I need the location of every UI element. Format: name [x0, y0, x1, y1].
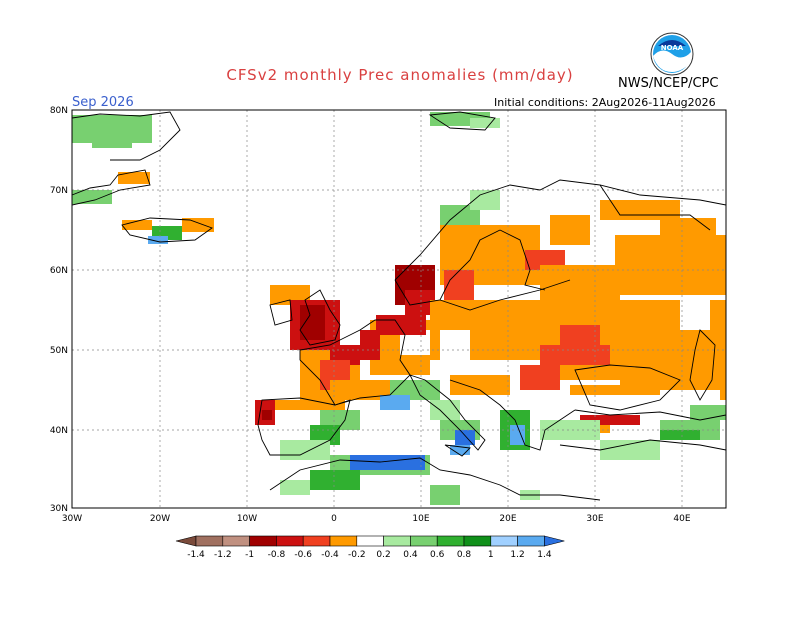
colorbar-label: -1.4	[187, 550, 205, 560]
colorbar-label: 1	[488, 550, 494, 560]
colorbar-swatch	[329, 535, 358, 547]
lon-label-30e: 30E	[586, 514, 603, 524]
colorbar-label: 0.8	[457, 550, 472, 560]
colorbar-swatch	[436, 535, 465, 547]
svg-text:NOAA: NOAA	[661, 44, 684, 52]
coastlines	[71, 111, 727, 501]
noaa-logo-icon: NOAA	[650, 32, 694, 76]
colorbar-swatch	[410, 535, 438, 547]
map-title: CFSv2 monthly Prec anomalies (mm/day)	[226, 66, 574, 84]
colorbar-label: 1.4	[537, 550, 552, 560]
colorbar-arrow-right	[544, 535, 565, 547]
lon-label-20w: 20W	[150, 514, 170, 524]
lat-label-70n: 70N	[50, 186, 68, 196]
colorbar-label: -0.8	[268, 550, 286, 560]
colorbar-swatch	[517, 535, 545, 547]
colorbar-label: -1	[245, 550, 254, 560]
colorbar: -1.4 -1.2 -1 -0.8 -0.6 -0.4 -0.2 0.2 0.4 0.6 0.8 1 1…	[175, 535, 565, 560]
longitude-labels: 30W 20W 10W 0 10E 20E 30E 40E	[62, 514, 691, 524]
colorbar-label: 0.2	[376, 550, 390, 560]
initial-conditions: Initial conditions: 2Aug2026-11Aug2026	[494, 96, 716, 109]
colorbar-swatch	[276, 535, 304, 547]
colorbar-swatch	[249, 535, 277, 547]
lon-label-30w: 30W	[62, 514, 82, 524]
colorbar-swatch	[463, 535, 492, 547]
colorbar-swatch	[195, 535, 224, 547]
colorbar-arrow-left	[175, 535, 197, 547]
lon-label-20e: 20E	[499, 514, 516, 524]
lat-label-50n: 50N	[50, 346, 68, 356]
map-frame	[71, 109, 727, 509]
colorbar-label: 0.4	[403, 550, 418, 560]
colorbar-label: 0.6	[430, 550, 445, 560]
colorbar-swatch	[490, 535, 518, 547]
latitude-labels: 80N 70N 60N 50N 40N 30N	[50, 106, 68, 514]
lat-label-60n: 60N	[50, 266, 68, 276]
forecast-month: Sep 2026	[72, 95, 134, 110]
colorbar-swatch	[222, 535, 250, 547]
colorbar-label: -0.2	[348, 550, 366, 560]
graticule	[72, 110, 726, 508]
lon-label-0: 0	[331, 514, 337, 524]
anomaly-fill-layer	[72, 112, 726, 505]
lat-label-40n: 40N	[50, 426, 68, 436]
lon-label-10e: 10E	[412, 514, 429, 524]
colorbar-label: -0.6	[294, 550, 312, 560]
colorbar-label: 1.2	[510, 550, 524, 560]
agency-label: NWS/NCEP/CPC	[618, 76, 719, 91]
lon-label-10w: 10W	[237, 514, 257, 524]
colorbar-swatch	[356, 535, 384, 547]
lat-label-80n: 80N	[50, 106, 68, 116]
colorbar-label: -1.2	[214, 550, 232, 560]
lat-label-30n: 30N	[50, 504, 68, 514]
colorbar-label: -0.4	[321, 550, 339, 560]
lon-label-40e: 40E	[673, 514, 690, 524]
colorbar-swatch	[383, 535, 411, 547]
colorbar-swatch	[302, 535, 331, 547]
